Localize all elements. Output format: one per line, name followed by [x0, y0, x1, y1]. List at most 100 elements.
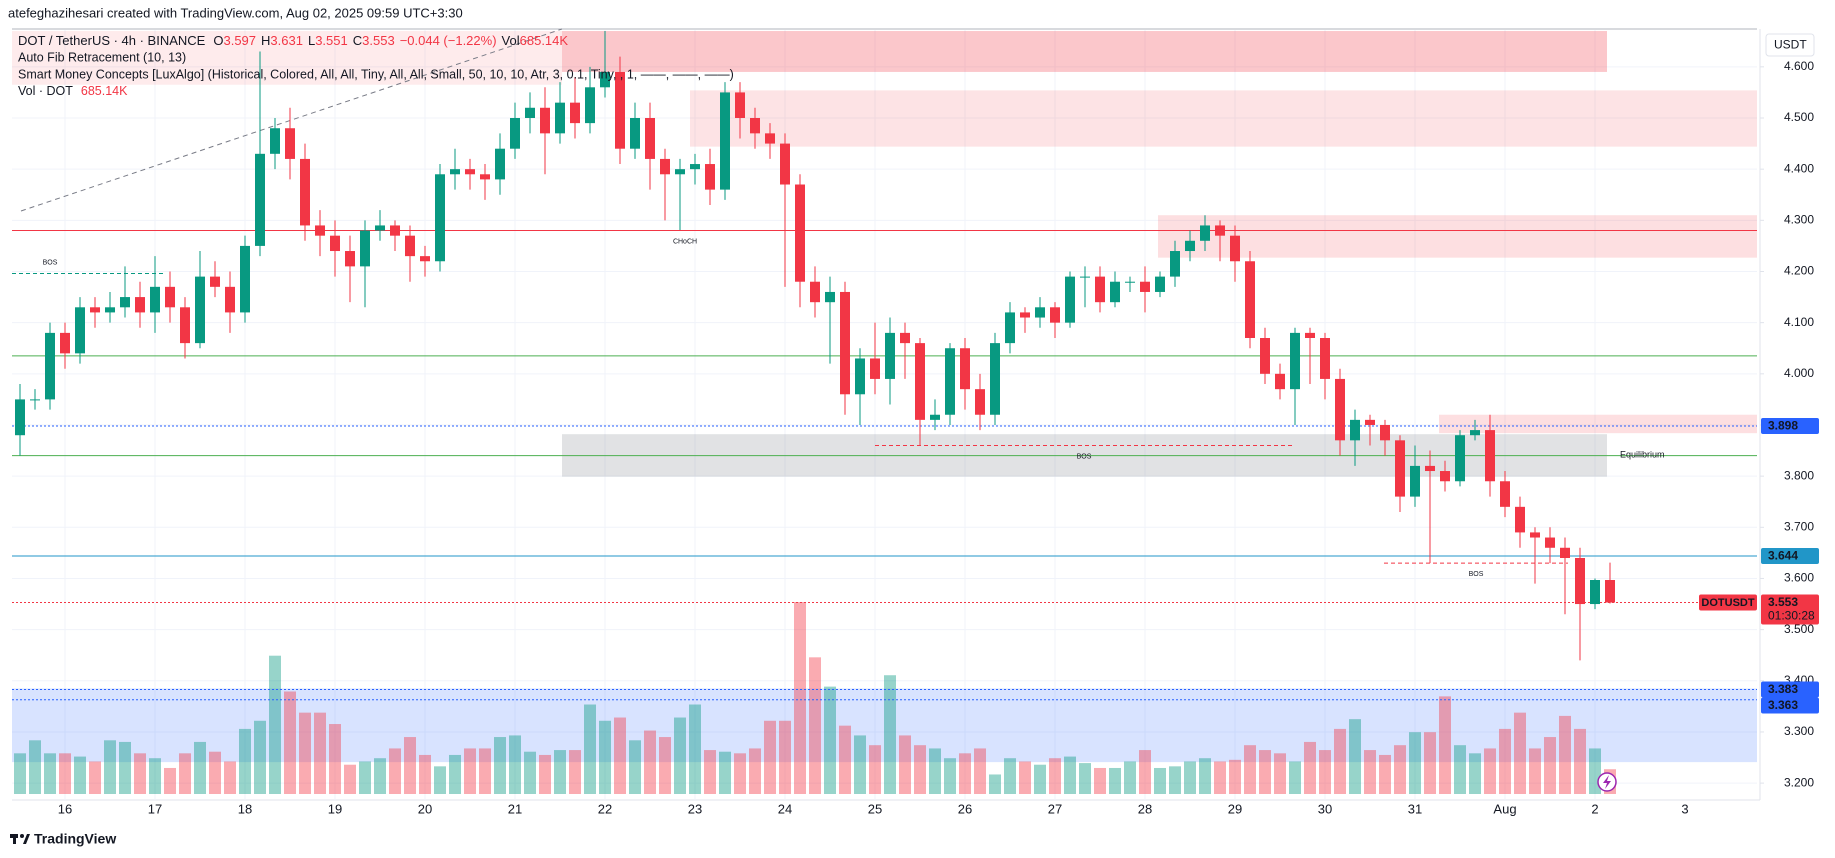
candle-body	[105, 307, 115, 313]
candle-body	[1050, 307, 1060, 323]
volume-bar	[209, 751, 221, 794]
volume-bar	[224, 761, 236, 794]
candle-body	[225, 286, 235, 313]
candle-body	[1425, 465, 1435, 472]
candle-body	[165, 286, 175, 308]
candle-body	[330, 235, 340, 252]
candle-body	[930, 414, 940, 420]
volume-bar	[1409, 732, 1421, 794]
candle-body	[465, 169, 475, 175]
candle-body	[1215, 225, 1225, 236]
x-tick-label: 17	[148, 801, 162, 816]
candle-body	[885, 332, 895, 379]
volume-bar	[44, 753, 56, 794]
volume-bar	[569, 750, 581, 794]
x-tick-label: 24	[778, 801, 792, 816]
volume-bar	[884, 675, 896, 794]
legend-key: L	[308, 33, 315, 48]
currency-label: USDT	[1774, 38, 1807, 52]
x-tick-label: 22	[598, 801, 612, 816]
candle-body	[345, 251, 355, 267]
volume-bar	[659, 737, 671, 794]
zone	[1439, 414, 1757, 434]
volume-bar	[1244, 745, 1256, 794]
indicator-label: Auto Fib Retracement (10, 13)	[18, 50, 186, 64]
candle-body	[1515, 506, 1525, 533]
volume-bar	[1124, 761, 1136, 794]
candle-body	[525, 107, 535, 118]
volume-bar	[284, 691, 296, 794]
volume-bar	[1424, 732, 1436, 794]
candle-body	[1020, 312, 1030, 318]
candle-body	[990, 343, 1000, 415]
equilibrium-label: Equilibrium	[1620, 449, 1665, 459]
volume-bar	[989, 774, 1001, 794]
candle-body	[1590, 580, 1600, 605]
last-price-symbol: DOTUSDT	[1701, 597, 1754, 609]
candle-body	[15, 399, 25, 436]
candle-body	[210, 276, 220, 287]
volume-bar	[1364, 750, 1376, 794]
logo-shape	[23, 834, 30, 844]
legend-row: Vol · DOT 685.14K	[18, 84, 128, 98]
candle-body	[510, 118, 520, 149]
volume-bar	[464, 748, 476, 794]
volume-bar	[959, 753, 971, 794]
volume-bar	[59, 753, 71, 794]
candle-body	[1350, 419, 1360, 441]
candle-body	[795, 184, 805, 282]
candle-body	[390, 225, 400, 236]
volume-bar	[329, 724, 341, 794]
volume-bar	[974, 748, 986, 794]
volume-bar	[764, 720, 776, 794]
candle-body	[675, 169, 685, 175]
candle-body	[1290, 332, 1300, 390]
candle-body	[1380, 424, 1390, 441]
legend-value: 3.551	[315, 33, 348, 48]
candle-body	[1245, 261, 1255, 338]
price-badge	[1761, 418, 1819, 434]
price-badge-label: 3.644	[1768, 549, 1798, 563]
candle-body	[975, 389, 985, 415]
candle-body	[1605, 580, 1615, 603]
volume-bar	[1109, 767, 1121, 794]
y-tick-label: 4.100	[1784, 315, 1814, 329]
volume-bar	[1559, 715, 1571, 794]
x-tick-label: 23	[688, 801, 702, 816]
candle-body	[1335, 378, 1345, 441]
candle-body	[45, 332, 55, 400]
structure-label: CHoCH	[673, 238, 697, 245]
candle-body	[945, 348, 955, 415]
candle-body	[630, 118, 640, 149]
volume-bar	[584, 704, 596, 794]
y-tick-label: 4.600	[1784, 59, 1814, 73]
volume-bar	[704, 750, 716, 794]
candle-body	[570, 102, 580, 124]
legend-value: 685.14K	[81, 84, 128, 98]
candle-body	[780, 143, 790, 185]
candle-body	[1155, 276, 1165, 292]
candle-body	[60, 332, 70, 354]
volume-bar	[134, 753, 146, 794]
volume-bar	[104, 740, 116, 794]
x-tick-label: 25	[868, 801, 882, 816]
candle-body	[375, 225, 385, 231]
volume-bar	[1004, 758, 1016, 794]
volume-bar	[14, 753, 26, 794]
attribution: atefeghazihesari created with TradingVie…	[8, 5, 463, 20]
volume-bar	[194, 741, 206, 794]
volume-bar	[299, 712, 311, 794]
candle-body	[1305, 332, 1315, 338]
candle-body	[1485, 430, 1495, 482]
candle-body	[1530, 532, 1540, 538]
candle-body	[135, 297, 145, 313]
candle-body	[1440, 471, 1450, 482]
volume-bar	[359, 761, 371, 794]
volume-bar	[1544, 737, 1556, 794]
logo-mark	[10, 834, 30, 844]
x-tick-label: 16	[58, 801, 72, 816]
volume-bar	[1439, 696, 1451, 794]
volume-bar	[839, 725, 851, 794]
candle-body	[495, 148, 505, 180]
